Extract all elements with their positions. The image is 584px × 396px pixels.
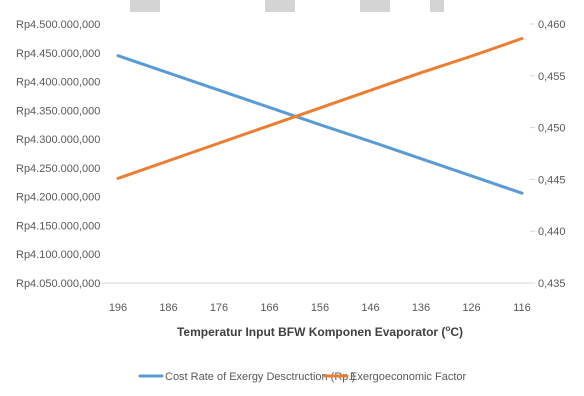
x-axis-title-suffix: C) bbox=[450, 325, 463, 339]
x-tick-label: 156 bbox=[311, 302, 329, 314]
top-decoration bbox=[130, 0, 444, 12]
right-axis-ticks: 0,435 0,440 0,445 0,450 0,455 0,460 bbox=[530, 19, 566, 290]
left-tick-label: Rp4.450.000,000 bbox=[16, 48, 100, 60]
x-tick-label: 116 bbox=[513, 302, 531, 314]
x-axis-ticks: 196 186 176 166 156 146 136 126 116 bbox=[109, 302, 531, 314]
right-tick-label: 0,460 bbox=[538, 19, 566, 31]
x-axis-title-superscript: o bbox=[445, 324, 450, 333]
series-line-1 bbox=[116, 37, 524, 180]
decor-shape-1 bbox=[265, 0, 295, 12]
left-tick-label: Rp4.150.000,000 bbox=[16, 220, 100, 232]
right-tick-label: 0,435 bbox=[538, 278, 566, 290]
legend: Cost Rate of Exergy Desctruction (Rp.)Ex… bbox=[138, 371, 466, 383]
right-tick-label: 0,445 bbox=[538, 174, 566, 186]
x-tick-label: 146 bbox=[361, 302, 379, 314]
right-tick-label: 0,455 bbox=[538, 71, 566, 83]
x-tick-label: 176 bbox=[210, 302, 228, 314]
x-tick-label: 136 bbox=[412, 302, 430, 314]
left-tick-label: Rp4.050.000,000 bbox=[16, 278, 100, 290]
x-tick-label: 196 bbox=[109, 302, 127, 314]
left-tick-label: Rp4.250.000,000 bbox=[16, 163, 100, 175]
x-tick-label: 126 bbox=[462, 302, 480, 314]
left-tick-label: Rp4.300.000,000 bbox=[16, 134, 100, 146]
right-tick-label: 0,440 bbox=[538, 226, 566, 238]
left-tick-label: Rp4.350.000,000 bbox=[16, 105, 100, 117]
decor-shape-2 bbox=[360, 0, 390, 12]
series-lines bbox=[116, 37, 524, 195]
x-tick-label: 166 bbox=[260, 302, 278, 314]
x-tick-label: 186 bbox=[159, 302, 177, 314]
left-tick-label: Rp4.400.000,000 bbox=[16, 77, 100, 89]
x-axis-title-main: Temperatur Input BFW Komponen Evaporator… bbox=[177, 325, 445, 339]
left-tick-label: Rp4.100.000,000 bbox=[16, 249, 100, 261]
left-tick-label: Rp4.200.000,000 bbox=[16, 192, 100, 204]
right-tick-label: 0,450 bbox=[538, 123, 566, 135]
decor-shape-0 bbox=[130, 0, 160, 12]
left-tick-label: Rp4.500.000,000 bbox=[16, 19, 100, 31]
legend-label-0: Cost Rate of Exergy Desctruction (Rp.) bbox=[165, 371, 355, 383]
series-line-0 bbox=[116, 54, 524, 195]
left-axis-ticks: Rp4.050.000,000 Rp4.100.000,000 Rp4.150.00… bbox=[16, 19, 100, 290]
legend-label-1: Exergoeconomic Factor bbox=[350, 371, 466, 383]
decor-shape-3 bbox=[430, 0, 444, 12]
x-axis-title: Temperatur Input BFW Komponen Evaporator… bbox=[177, 324, 463, 339]
